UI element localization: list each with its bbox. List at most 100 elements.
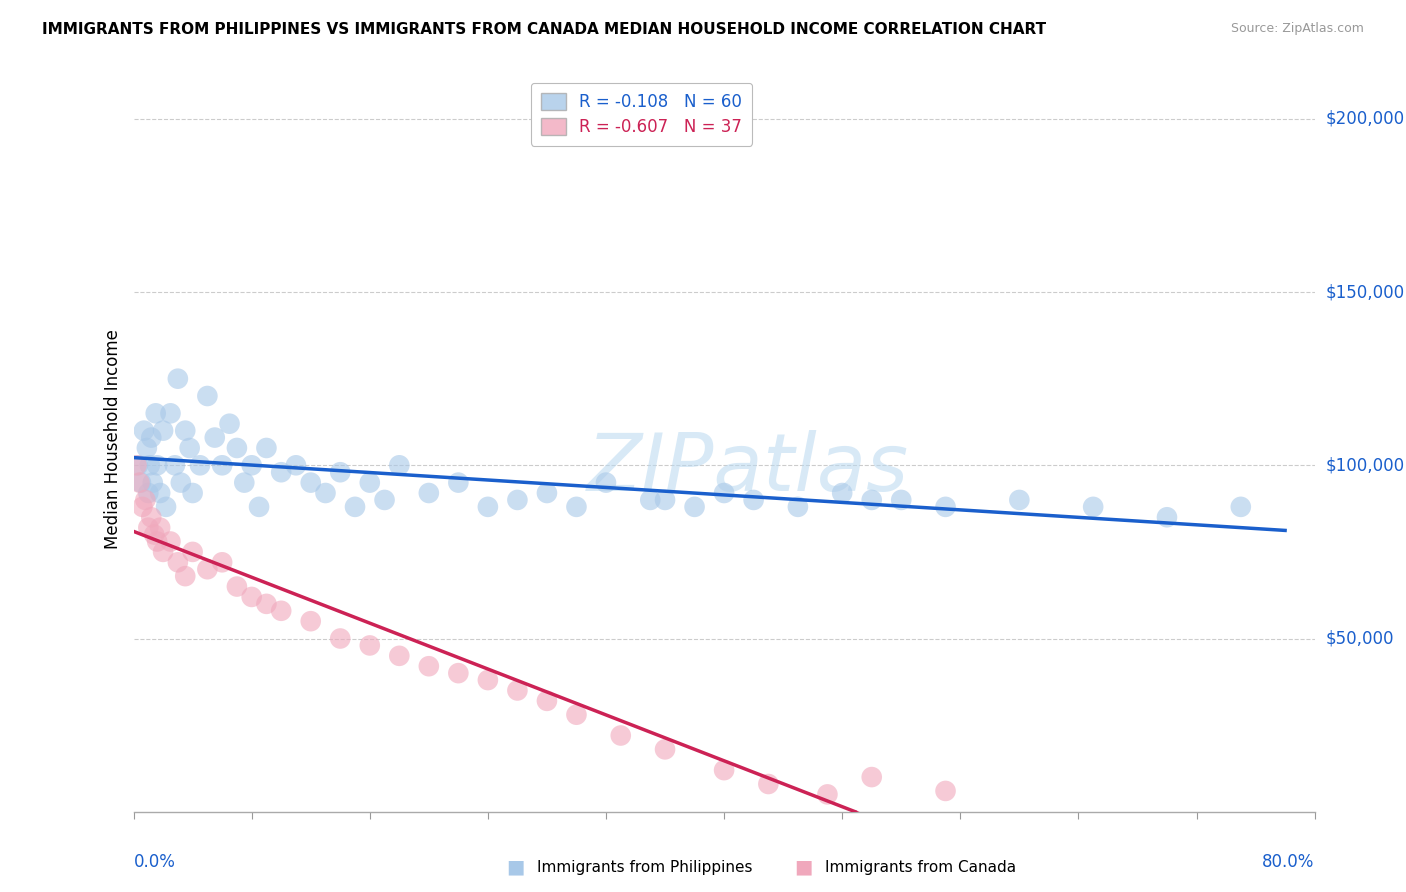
Text: 0.0%: 0.0% — [134, 854, 176, 871]
Point — [890, 492, 912, 507]
Point — [595, 475, 617, 490]
Y-axis label: Median Household Income: Median Household Income — [104, 329, 122, 549]
Point — [159, 406, 181, 420]
Point — [683, 500, 706, 514]
Point — [204, 431, 226, 445]
Legend: R = -0.108   N = 60, R = -0.607   N = 37: R = -0.108 N = 60, R = -0.607 N = 37 — [531, 83, 752, 145]
Point — [787, 500, 810, 514]
Point — [654, 742, 676, 756]
Point — [860, 492, 883, 507]
Point — [1229, 500, 1251, 514]
Point — [742, 492, 765, 507]
Point — [174, 569, 197, 583]
Point — [131, 500, 153, 514]
Point — [815, 788, 838, 802]
Point — [145, 406, 167, 420]
Point — [418, 659, 440, 673]
Point — [388, 458, 411, 473]
Point — [188, 458, 211, 473]
Point — [134, 492, 156, 507]
Point — [713, 486, 735, 500]
Point — [155, 500, 177, 514]
Point — [146, 458, 169, 473]
Point — [447, 475, 470, 490]
Point — [152, 545, 174, 559]
Text: Immigrants from Canada: Immigrants from Canada — [825, 860, 1017, 874]
Point — [142, 475, 165, 490]
Text: IMMIGRANTS FROM PHILIPPINES VS IMMIGRANTS FROM CANADA MEDIAN HOUSEHOLD INCOME CO: IMMIGRANTS FROM PHILIPPINES VS IMMIGRANT… — [42, 22, 1046, 37]
Point — [284, 458, 307, 473]
Text: $200,000: $200,000 — [1326, 110, 1405, 128]
Point — [225, 441, 249, 455]
Point — [610, 729, 633, 743]
Point — [1083, 500, 1105, 514]
Text: $150,000: $150,000 — [1326, 283, 1405, 301]
Point — [536, 694, 558, 708]
Point — [654, 492, 676, 507]
Point — [756, 777, 779, 791]
Point — [256, 441, 278, 455]
Point — [565, 707, 588, 722]
Point — [477, 673, 499, 687]
Point — [138, 521, 160, 535]
Point — [170, 475, 193, 490]
Point — [128, 475, 150, 490]
Point — [135, 441, 157, 455]
Point — [256, 597, 278, 611]
Text: Source: ZipAtlas.com: Source: ZipAtlas.com — [1230, 22, 1364, 36]
Point — [181, 545, 204, 559]
Point — [374, 492, 396, 507]
Point — [129, 475, 152, 490]
Point — [138, 486, 160, 500]
Point — [132, 424, 155, 438]
Point — [127, 458, 149, 473]
Text: Immigrants from Philippines: Immigrants from Philippines — [537, 860, 752, 874]
Point — [240, 458, 263, 473]
Point — [329, 465, 352, 479]
Point — [388, 648, 411, 663]
Point — [359, 475, 381, 490]
Point — [149, 521, 172, 535]
Point — [141, 431, 163, 445]
Point — [831, 486, 853, 500]
Point — [477, 500, 499, 514]
Point — [233, 475, 256, 490]
Point — [536, 486, 558, 500]
Point — [174, 424, 197, 438]
Point — [1008, 492, 1031, 507]
Point — [418, 486, 440, 500]
Point — [315, 486, 337, 500]
Point — [141, 510, 163, 524]
Point — [640, 492, 662, 507]
Point — [149, 486, 172, 500]
Point — [447, 666, 470, 681]
Point — [329, 632, 352, 646]
Point — [860, 770, 883, 784]
Text: ■: ■ — [506, 857, 524, 877]
Point — [146, 534, 169, 549]
Point — [506, 492, 529, 507]
Point — [359, 639, 381, 653]
Point — [506, 683, 529, 698]
Point — [166, 372, 188, 386]
Point — [247, 500, 270, 514]
Point — [299, 475, 322, 490]
Point — [935, 500, 957, 514]
Text: $50,000: $50,000 — [1326, 630, 1395, 648]
Point — [713, 763, 735, 777]
Point — [166, 555, 188, 569]
Point — [299, 614, 322, 628]
Point — [139, 458, 162, 473]
Point — [343, 500, 366, 514]
Point — [211, 458, 233, 473]
Point — [195, 389, 219, 403]
Text: ■: ■ — [794, 857, 813, 877]
Text: 80.0%: 80.0% — [1263, 854, 1315, 871]
Point — [211, 555, 233, 569]
Point — [181, 486, 204, 500]
Point — [225, 580, 249, 594]
Point — [152, 424, 174, 438]
Point — [1156, 510, 1178, 524]
Point — [218, 417, 240, 431]
Point — [159, 534, 181, 549]
